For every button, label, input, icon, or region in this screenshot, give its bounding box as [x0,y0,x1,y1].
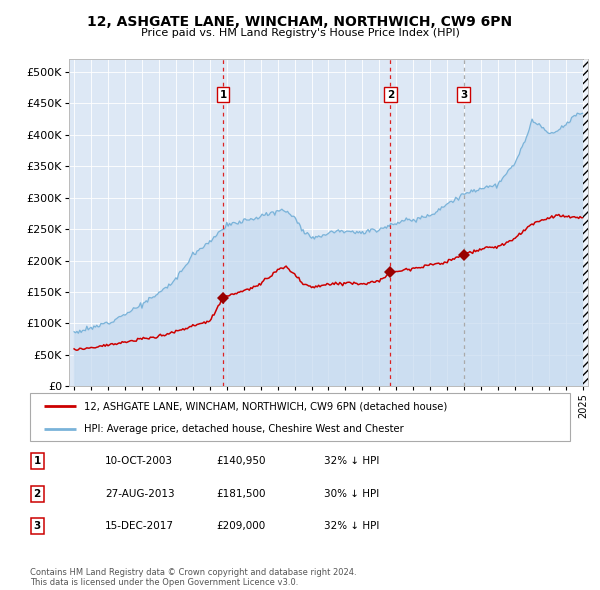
Text: £181,500: £181,500 [216,489,265,499]
Text: 2: 2 [387,90,394,100]
Text: 1: 1 [34,457,41,466]
Text: 1: 1 [220,90,227,100]
Text: 12, ASHGATE LANE, WINCHAM, NORTHWICH, CW9 6PN (detached house): 12, ASHGATE LANE, WINCHAM, NORTHWICH, CW… [84,401,447,411]
Text: 3: 3 [34,522,41,531]
Text: 12, ASHGATE LANE, WINCHAM, NORTHWICH, CW9 6PN: 12, ASHGATE LANE, WINCHAM, NORTHWICH, CW… [88,15,512,29]
Text: 2: 2 [34,489,41,499]
Text: £140,950: £140,950 [216,457,265,466]
Text: 32% ↓ HPI: 32% ↓ HPI [324,522,379,531]
Text: 30% ↓ HPI: 30% ↓ HPI [324,489,379,499]
Text: 32% ↓ HPI: 32% ↓ HPI [324,457,379,466]
Text: Contains HM Land Registry data © Crown copyright and database right 2024.
This d: Contains HM Land Registry data © Crown c… [30,568,356,587]
FancyBboxPatch shape [30,393,570,441]
Text: HPI: Average price, detached house, Cheshire West and Chester: HPI: Average price, detached house, Ches… [84,424,404,434]
Text: 3: 3 [460,90,467,100]
Text: Price paid vs. HM Land Registry's House Price Index (HPI): Price paid vs. HM Land Registry's House … [140,28,460,38]
Text: 27-AUG-2013: 27-AUG-2013 [105,489,175,499]
Text: £209,000: £209,000 [216,522,265,531]
Text: 10-OCT-2003: 10-OCT-2003 [105,457,173,466]
Text: 15-DEC-2017: 15-DEC-2017 [105,522,174,531]
